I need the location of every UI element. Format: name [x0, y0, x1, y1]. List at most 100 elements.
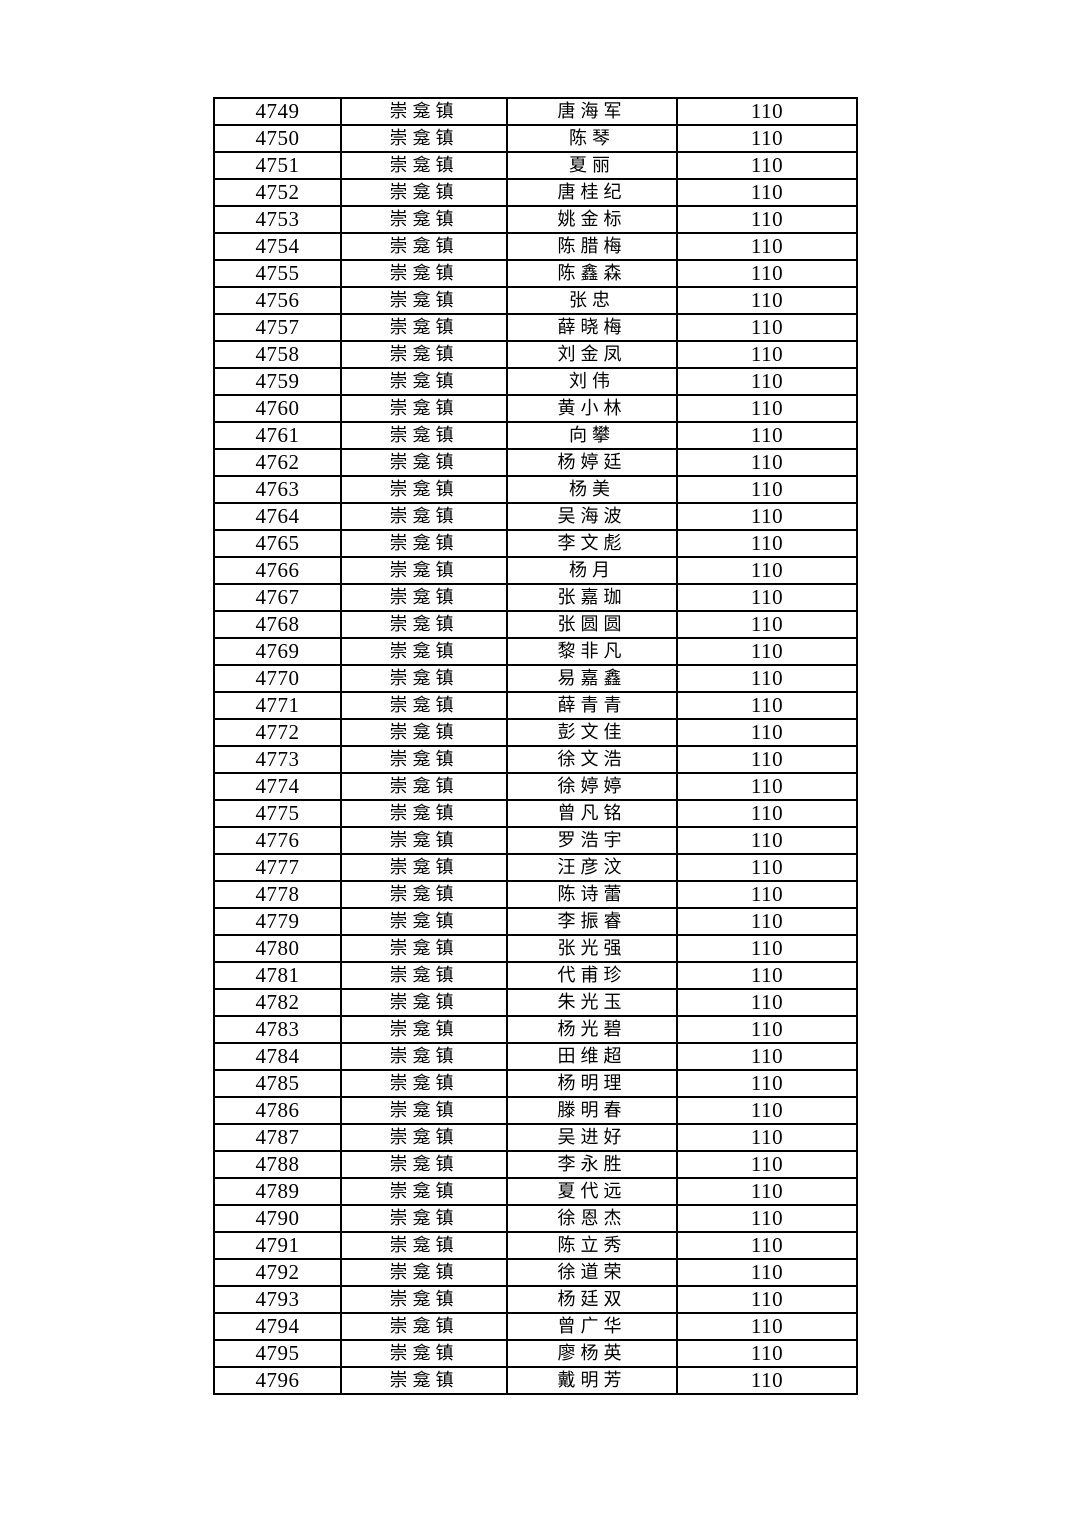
cell-value: 110 — [676, 826, 858, 855]
cell-serial-number: 4778 — [213, 880, 342, 909]
cell-value: 110 — [676, 1285, 858, 1314]
cell-town: 崇龛镇 — [340, 745, 508, 774]
table-row: 4759 崇龛镇 刘伟 110 — [213, 367, 858, 396]
table-row: 4782 崇龛镇 朱光玉 110 — [213, 988, 858, 1017]
cell-person-name: 薛晓梅 — [506, 313, 678, 342]
table-row: 4795 崇龛镇 廖杨英 110 — [213, 1339, 858, 1368]
cell-town: 崇龛镇 — [340, 205, 508, 234]
cell-town: 崇龛镇 — [340, 151, 508, 180]
cell-serial-number: 4789 — [213, 1177, 342, 1206]
table-row: 4779 崇龛镇 李振睿 110 — [213, 907, 858, 936]
cell-town: 崇龛镇 — [340, 826, 508, 855]
table-row: 4773 崇龛镇 徐文浩 110 — [213, 745, 858, 774]
cell-person-name: 唐桂纪 — [506, 178, 678, 207]
cell-value: 110 — [676, 637, 858, 666]
cell-town: 崇龛镇 — [340, 1150, 508, 1179]
cell-serial-number: 4749 — [213, 97, 342, 126]
cell-person-name: 夏丽 — [506, 151, 678, 180]
cell-person-name: 吴进好 — [506, 1123, 678, 1152]
cell-person-name: 曾广华 — [506, 1312, 678, 1341]
table-row: 4778 崇龛镇 陈诗蕾 110 — [213, 880, 858, 909]
cell-serial-number: 4792 — [213, 1258, 342, 1287]
cell-town: 崇龛镇 — [340, 556, 508, 585]
cell-person-name: 黎非凡 — [506, 637, 678, 666]
cell-person-name: 朱光玉 — [506, 988, 678, 1017]
table-row: 4770 崇龛镇 易嘉鑫 110 — [213, 664, 858, 693]
cell-person-name: 张圆圆 — [506, 610, 678, 639]
cell-person-name: 曾凡铭 — [506, 799, 678, 828]
cell-serial-number: 4767 — [213, 583, 342, 612]
cell-town: 崇龛镇 — [340, 340, 508, 369]
cell-value: 110 — [676, 1258, 858, 1287]
cell-value: 110 — [676, 1096, 858, 1125]
cell-serial-number: 4788 — [213, 1150, 342, 1179]
table-row: 4763 崇龛镇 杨美 110 — [213, 475, 858, 504]
table-row: 4765 崇龛镇 李文彪 110 — [213, 529, 858, 558]
cell-serial-number: 4765 — [213, 529, 342, 558]
cell-town: 崇龛镇 — [340, 880, 508, 909]
cell-value: 110 — [676, 934, 858, 963]
cell-serial-number: 4763 — [213, 475, 342, 504]
cell-town: 崇龛镇 — [340, 232, 508, 261]
cell-serial-number: 4790 — [213, 1204, 342, 1233]
table-row: 4792 崇龛镇 徐道荣 110 — [213, 1258, 858, 1287]
cell-town: 崇龛镇 — [340, 1042, 508, 1071]
cell-person-name: 薛青青 — [506, 691, 678, 720]
cell-serial-number: 4796 — [213, 1366, 342, 1395]
cell-town: 崇龛镇 — [340, 934, 508, 963]
cell-person-name: 滕明春 — [506, 1096, 678, 1125]
table-row: 4772 崇龛镇 彭文佳 110 — [213, 718, 858, 747]
cell-value: 110 — [676, 475, 858, 504]
table-row: 4762 崇龛镇 杨婷廷 110 — [213, 448, 858, 477]
cell-person-name: 刘金凤 — [506, 340, 678, 369]
cell-town: 崇龛镇 — [340, 637, 508, 666]
cell-serial-number: 4791 — [213, 1231, 342, 1260]
cell-person-name: 徐恩杰 — [506, 1204, 678, 1233]
cell-value: 110 — [676, 1204, 858, 1233]
table-row: 4767 崇龛镇 张嘉珈 110 — [213, 583, 858, 612]
cell-person-name: 汪彦汶 — [506, 853, 678, 882]
cell-person-name: 代甫珍 — [506, 961, 678, 990]
cell-serial-number: 4760 — [213, 394, 342, 423]
cell-value: 110 — [676, 394, 858, 423]
cell-town: 崇龛镇 — [340, 1177, 508, 1206]
cell-serial-number: 4752 — [213, 178, 342, 207]
cell-person-name: 姚金标 — [506, 205, 678, 234]
cell-serial-number: 4758 — [213, 340, 342, 369]
table-row: 4769 崇龛镇 黎非凡 110 — [213, 637, 858, 666]
cell-value: 110 — [676, 745, 858, 774]
cell-value: 110 — [676, 556, 858, 585]
cell-value: 110 — [676, 1150, 858, 1179]
cell-value: 110 — [676, 340, 858, 369]
table-row: 4784 崇龛镇 田维超 110 — [213, 1042, 858, 1071]
cell-serial-number: 4795 — [213, 1339, 342, 1368]
cell-value: 110 — [676, 1366, 858, 1395]
cell-value: 110 — [676, 205, 858, 234]
cell-town: 崇龛镇 — [340, 961, 508, 990]
table-row: 4775 崇龛镇 曾凡铭 110 — [213, 799, 858, 828]
table-row: 4790 崇龛镇 徐恩杰 110 — [213, 1204, 858, 1233]
table-row: 4771 崇龛镇 薛青青 110 — [213, 691, 858, 720]
table-row: 4791 崇龛镇 陈立秀 110 — [213, 1231, 858, 1260]
cell-person-name: 徐道荣 — [506, 1258, 678, 1287]
table-row: 4751 崇龛镇 夏丽 110 — [213, 151, 858, 180]
cell-town: 崇龛镇 — [340, 313, 508, 342]
table-row: 4796 崇龛镇 戴明芳 110 — [213, 1366, 858, 1395]
table-row: 4776 崇龛镇 罗浩宇 110 — [213, 826, 858, 855]
cell-person-name: 罗浩宇 — [506, 826, 678, 855]
cell-town: 崇龛镇 — [340, 448, 508, 477]
table-row: 4780 崇龛镇 张光强 110 — [213, 934, 858, 963]
cell-value: 110 — [676, 772, 858, 801]
cell-town: 崇龛镇 — [340, 529, 508, 558]
cell-serial-number: 4762 — [213, 448, 342, 477]
cell-person-name: 杨婷廷 — [506, 448, 678, 477]
cell-town: 崇龛镇 — [340, 610, 508, 639]
cell-serial-number: 4783 — [213, 1015, 342, 1044]
cell-person-name: 田维超 — [506, 1042, 678, 1071]
cell-serial-number: 4769 — [213, 637, 342, 666]
table-row: 4755 崇龛镇 陈鑫森 110 — [213, 259, 858, 288]
cell-serial-number: 4753 — [213, 205, 342, 234]
cell-value: 110 — [676, 853, 858, 882]
cell-value: 110 — [676, 1015, 858, 1044]
cell-person-name: 刘伟 — [506, 367, 678, 396]
